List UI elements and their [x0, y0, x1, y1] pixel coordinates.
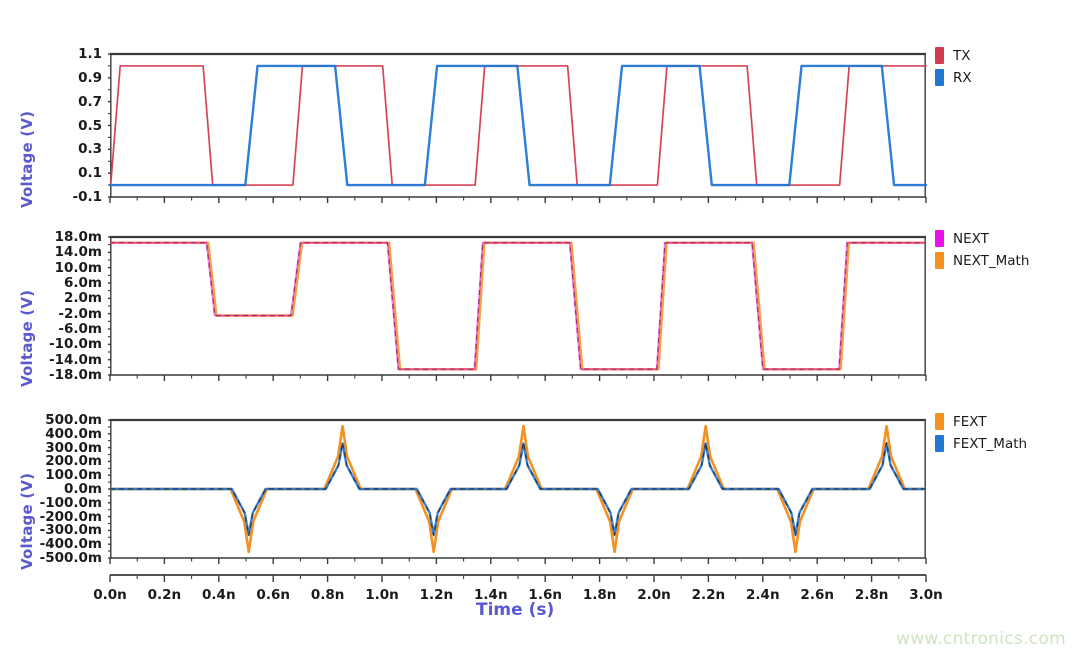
trace-next [110, 241, 926, 371]
panel1-y-tick: -2.0m [58, 305, 102, 322]
x-axis-ruler [109, 574, 927, 582]
legend-item-fext-math: FEXT_Math [935, 434, 1027, 453]
panel2-y-tick: 100.0m [45, 467, 102, 484]
legend-item-next: NEXT [935, 229, 1029, 248]
panel2-y-tick: 300.0m [45, 439, 102, 456]
panel2-y-tick: 0.0m [64, 481, 102, 497]
trace-next_math [110, 241, 926, 371]
x-tick-label: 1.2n [419, 587, 454, 603]
panel0-y-tick: 0.9 [78, 69, 102, 86]
panel2-y-tick: 500.0m [45, 412, 102, 428]
panel0-y-tick: 0.7 [78, 93, 102, 110]
panel1-y-tick: 10.0m [54, 259, 102, 276]
x-tick-label: 0.2n [147, 587, 182, 603]
panel2-legend: FEXT FEXT_Math [935, 412, 1027, 456]
x-tick-label: 2.8n [854, 587, 889, 603]
legend-swatch-fext [935, 413, 944, 430]
x-axis-label: Time (s) [476, 600, 555, 620]
legend-item-tx: TX [935, 46, 972, 65]
panel1-y-tick: 2.0m [64, 290, 102, 307]
legend-label-fext-math: FEXT_Math [953, 435, 1028, 452]
panel1-plot-area [108, 235, 927, 381]
panel1-legend: NEXT NEXT_Math [935, 229, 1029, 273]
fext-panel: Voltage (V) 500.0m 400.0m 300.0m 200.0m 100.… [0, 408, 1080, 576]
trace-fext-overlay [110, 441, 926, 537]
panel2-y-tick: -300.0m [39, 522, 102, 539]
legend-label-rx: RX [953, 69, 972, 86]
panel1-y-tick: 18.0m [54, 229, 102, 245]
tx-rx-panel: Voltage (V) 1.1 0.9 0.7 0.5 0.3 0.1 -0.1 TX RX [0, 40, 1080, 215]
x-axis: 0.0n 0.2n 0.4n 0.6n 0.8n 1.0n 1.2n 1.4n 1.6n 1.8n… [93, 574, 943, 606]
legend-label-fext: FEXT [953, 413, 987, 430]
panel2-y-tick: -100.0m [39, 494, 102, 511]
trace-tx [109, 65, 927, 186]
panel0-y-tick: 0.1 [78, 165, 102, 182]
legend-swatch-fext-math [935, 435, 944, 452]
x-tick-label: 2.0n [637, 587, 671, 603]
panel2-y-tick: 400.0m [45, 425, 102, 442]
site-watermark: www.cntronics.com [896, 629, 1066, 649]
x-tick-label: 1.8n [582, 587, 617, 603]
panel1-y-tick: -14.0m [49, 351, 102, 368]
panel2-y-tick: 200.0m [45, 453, 102, 470]
panel2-y-tick-labels: 500.0m 400.0m 300.0m 200.0m 100.0m 0.0m -100.0… [14, 408, 102, 576]
trace-next-overlay [110, 242, 926, 370]
legend-item-rx: RX [935, 68, 972, 87]
x-tick-label: 1.4n [474, 587, 508, 603]
panel1-y-tick: 14.0m [54, 244, 102, 261]
next-panel: Voltage (V) 18.0m 14.0m 10.0m 6.0m 2.0m -2.0m… [0, 225, 1080, 393]
panel0-y-tick: 1.1 [78, 46, 102, 62]
panel0-y-tick-labels: 1.1 0.9 0.7 0.5 0.3 0.1 -0.1 [30, 40, 102, 215]
x-tick-label: 2.2n [691, 587, 726, 603]
legend-swatch-next-math [935, 252, 944, 269]
panel0-legend: TX RX [935, 46, 972, 90]
panel2-plot-area [108, 418, 927, 564]
legend-label-tx: TX [953, 47, 971, 64]
legend-label-next: NEXT [953, 230, 989, 247]
panel1-y-tick-labels: 18.0m 14.0m 10.0m 6.0m 2.0m -2.0m -6.0m -10.0m -… [30, 225, 102, 393]
panel0-y-tick: 0.5 [78, 117, 102, 134]
legend-item-fext: FEXT [935, 412, 1027, 431]
x-tick-label: 0.4n [202, 587, 236, 603]
panel2-y-tick: -400.0m [39, 536, 102, 553]
x-tick-label: 3.0n [909, 587, 943, 603]
panel2-y-tick: -500.0m [39, 550, 102, 566]
x-tick-label: 1.6n [528, 587, 562, 603]
legend-swatch-tx [935, 47, 944, 64]
x-tick-label: 1.0n [365, 587, 399, 603]
trace-rx [108, 64, 928, 187]
panel0-plot-area [108, 52, 928, 203]
x-tick-label: 2.6n [800, 587, 834, 603]
x-tick-label: 0.0n [93, 587, 127, 603]
panel2-y-tick: -200.0m [39, 508, 102, 525]
legend-swatch-rx [935, 69, 944, 86]
panel0-y-tick: 0.3 [78, 141, 102, 158]
x-tick-label: 0.8n [310, 587, 345, 603]
legend-label-next-math: NEXT_Math [953, 252, 1030, 269]
panel0-y-tick: -0.1 [72, 189, 102, 205]
panel1-y-tick: -6.0m [58, 321, 102, 337]
x-tick-label: 2.4n [746, 587, 780, 603]
panel1-y-tick: -10.0m [49, 336, 102, 353]
panel1-y-tick: -18.0m [49, 367, 102, 383]
panel1-y-tick: 6.0m [64, 275, 102, 291]
legend-swatch-next [935, 230, 944, 247]
legend-item-next-math: NEXT_Math [935, 251, 1029, 270]
x-tick-label: 0.6n [256, 587, 290, 603]
